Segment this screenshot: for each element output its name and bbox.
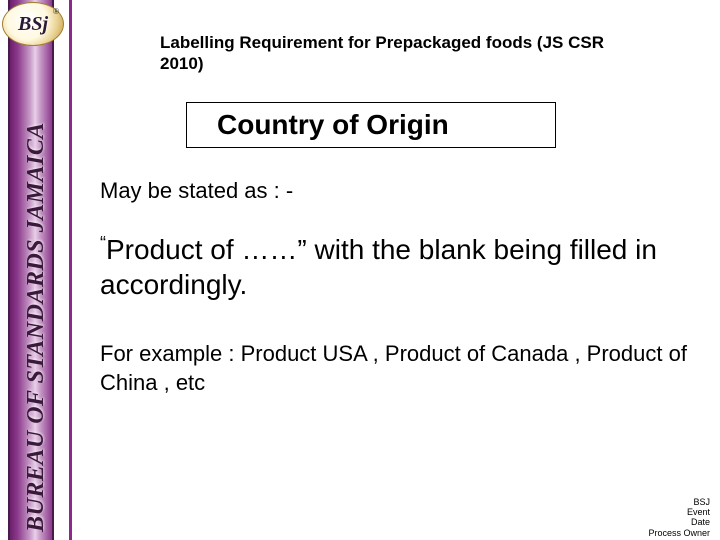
footer-line-2: Event: [648, 507, 710, 517]
example-text: For example : Product USA , Product of C…: [100, 340, 690, 397]
section-badge-label: Country of Origin: [217, 109, 449, 141]
slide-content: Labelling Requirement for Prepackaged fo…: [100, 0, 710, 540]
product-statement: “Product of ……” with the blank being fil…: [100, 232, 680, 302]
footer-line-4: Process Owner: [648, 528, 710, 538]
section-badge: Country of Origin: [186, 102, 556, 148]
product-line-text: Product of ……” with the blank being fill…: [100, 234, 657, 300]
slide-header-title: Labelling Requirement for Prepackaged fo…: [160, 32, 640, 75]
sidebar: BUREAU OF STANDARDS JAMAICA BSj ®: [0, 0, 72, 540]
sidebar-org-text: BUREAU OF STANDARDS JAMAICA: [23, 122, 50, 532]
bsj-logo-text: BSj: [18, 13, 48, 36]
footer-line-1: BSJ: [648, 497, 710, 507]
intro-text: May be stated as : -: [100, 178, 293, 204]
bsj-logo: BSj ®: [2, 2, 64, 46]
trademark-icon: ®: [53, 7, 59, 16]
slide-footer: BSJ Event Date Process Owner: [648, 497, 710, 538]
footer-line-3: Date: [648, 517, 710, 527]
